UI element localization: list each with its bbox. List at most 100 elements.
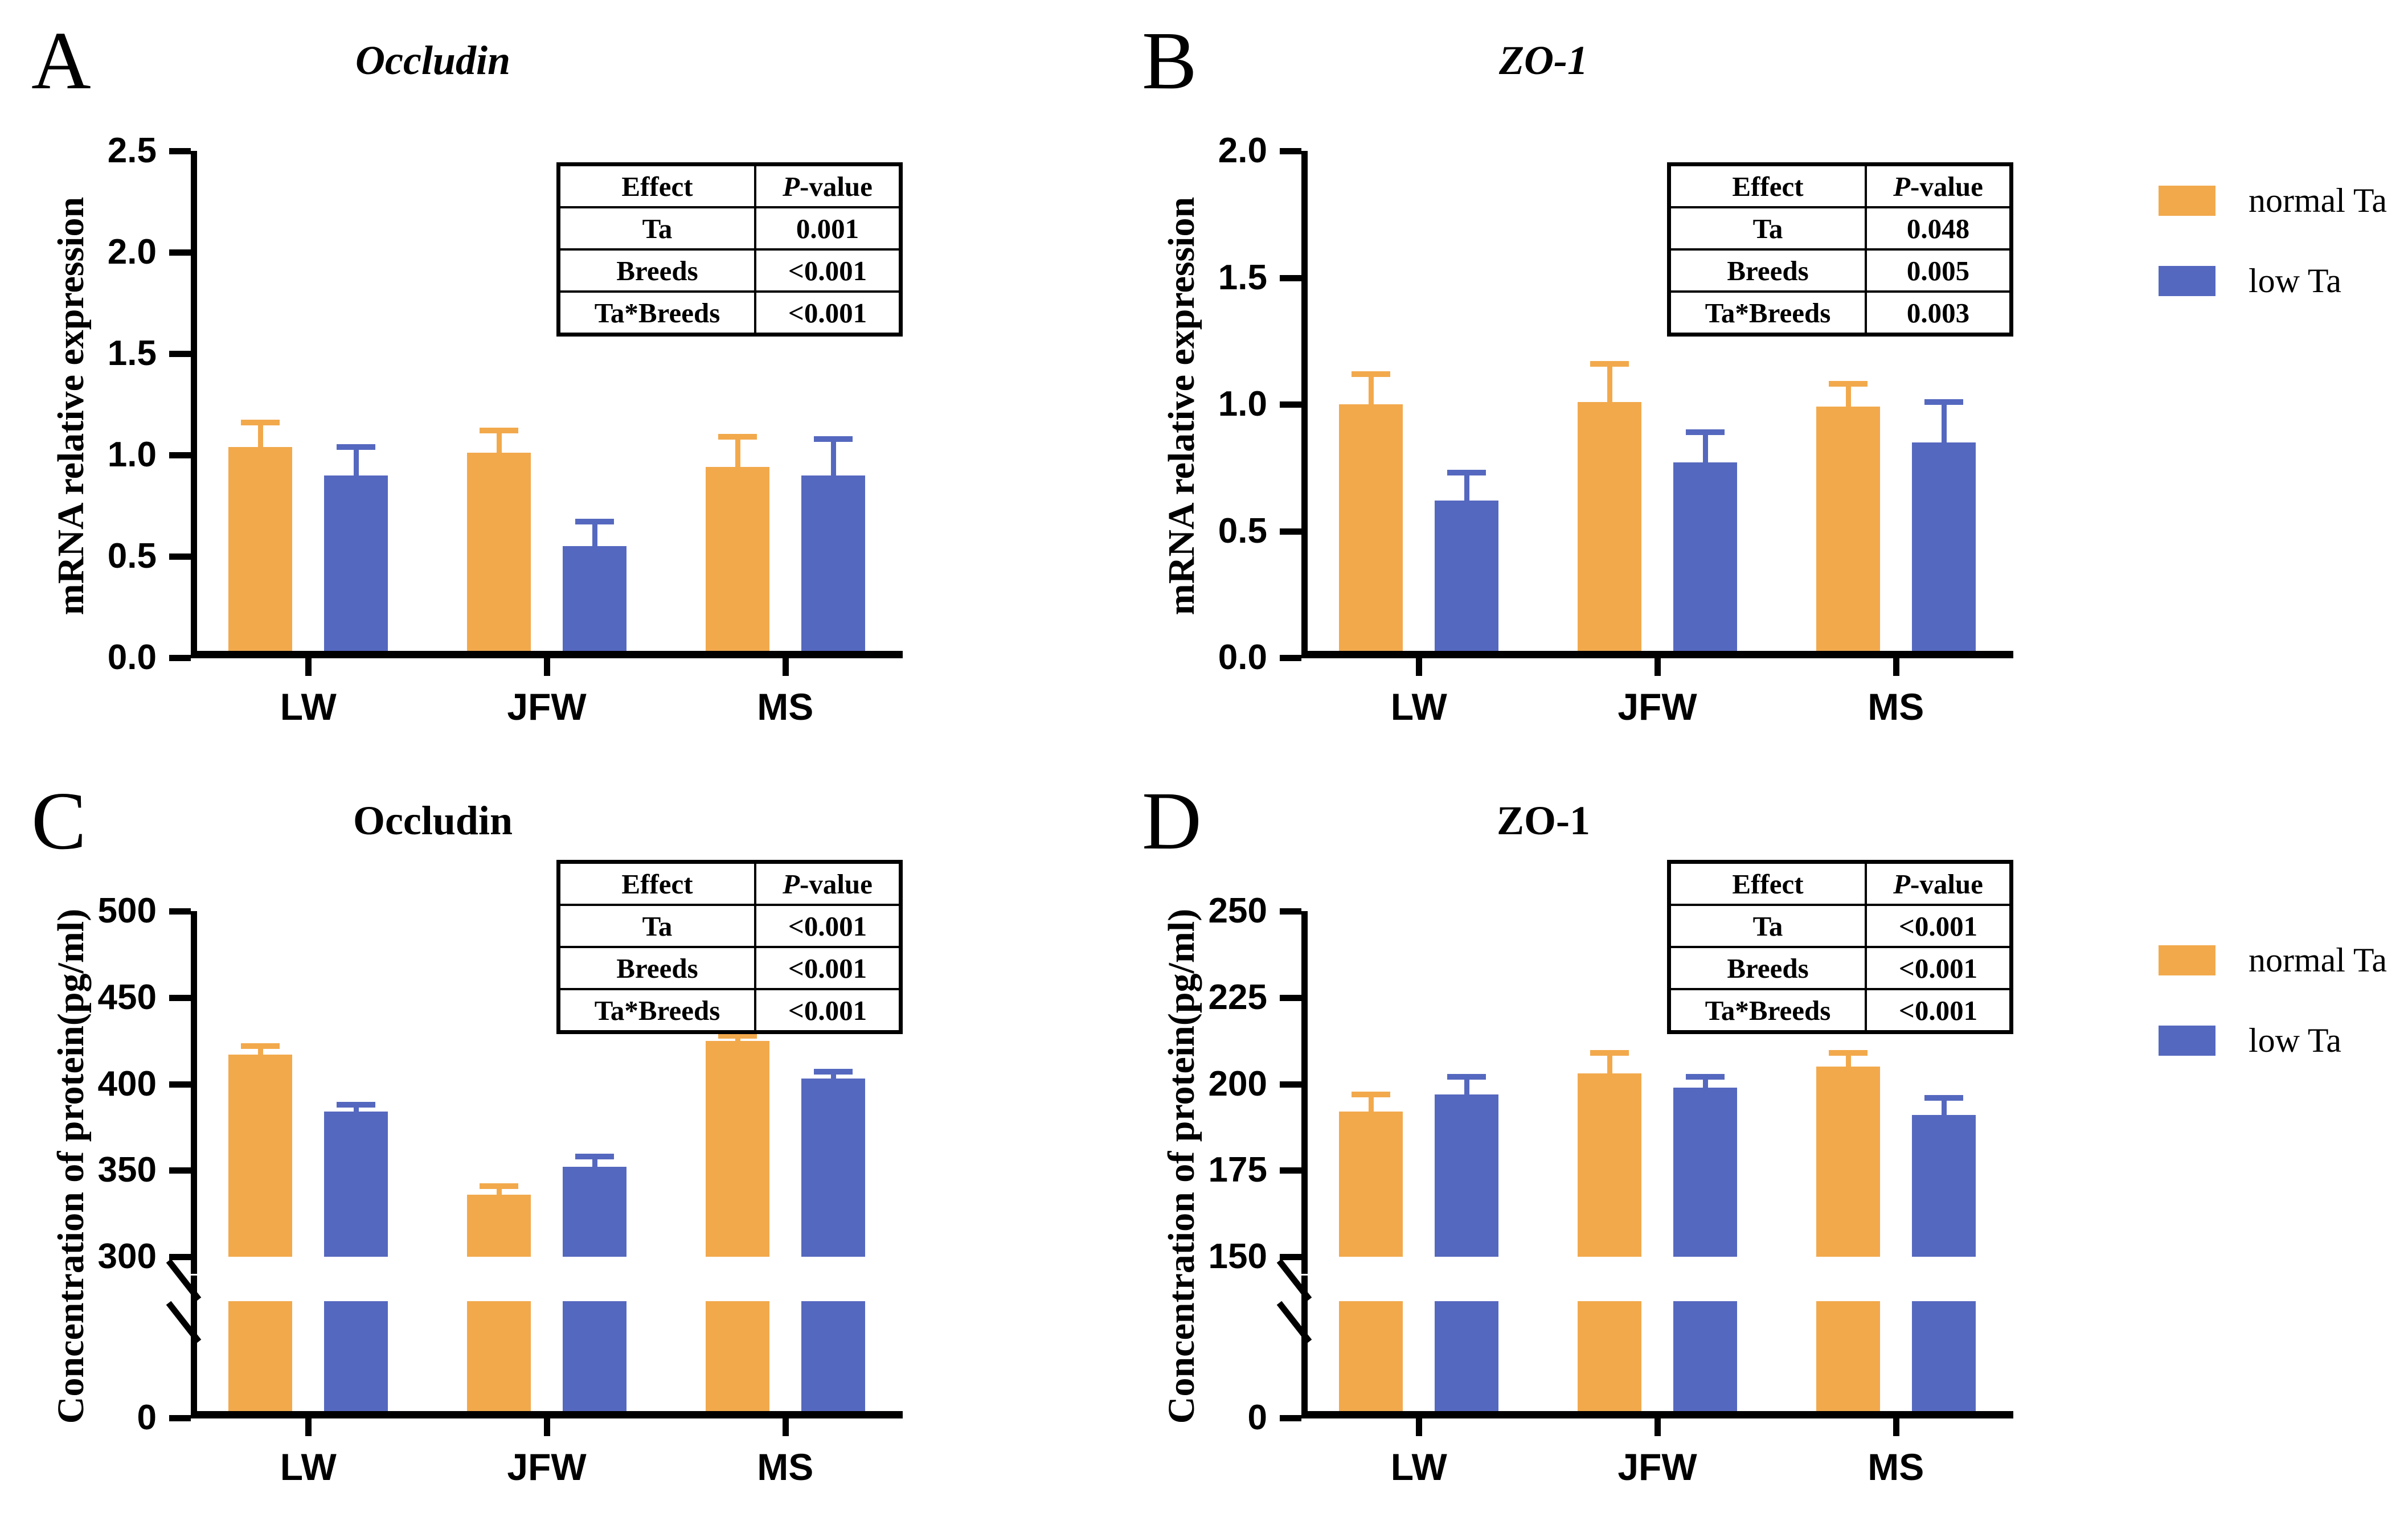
bar-normal-ta [228,1054,293,1257]
error-bar-cap [337,444,376,450]
error-bar-stem [354,446,359,477]
bar-stub-normal-ta [1339,1301,1403,1418]
y-axis [1301,151,1308,658]
panel-occludin-mrna: A Occludin mRNA relative expression 0.0 0… [31,14,988,755]
y-tick-label: 450 [97,977,157,1017]
x-axis [191,1411,903,1418]
stats-cell: Ta [1668,904,1867,948]
bar-stub-normal-ta [467,1301,531,1418]
x-tick [782,1417,789,1436]
error-bar-cap [480,1183,518,1189]
bar-normal-ta [1816,1067,1880,1257]
y-tick [169,148,191,154]
bar-normal-ta [1578,401,1641,658]
stats-header-cell: Effect [1668,860,1867,906]
bar-low-ta [1673,1087,1737,1257]
y-tick [169,908,191,915]
legend-bottom: normal Ta low Ta [2159,941,2387,1101]
stats-cell: <0.001 [1865,988,2013,1034]
y-tick [169,351,191,357]
legend-label-normal-ta: normal Ta [2249,182,2387,219]
bar-low-ta [1435,501,1499,658]
error-bar-cap [1590,1049,1629,1056]
legend-label-normal-ta: normal Ta [2249,941,2387,979]
y-tick-label: 0 [1247,1398,1267,1437]
stats-table-holder: Effect P-value Ta 0.048 Breeds 0.005 Ta*Breeds… [1667,162,2013,337]
y-tick-label: 0 [137,1398,157,1437]
y-tick [169,1081,191,1088]
bar-stub-normal-ta [705,1301,769,1418]
y-tick [169,1254,191,1260]
y-tick-label: 175 [1208,1150,1267,1190]
x-tick [305,657,312,676]
legend-swatch-normal-ta [2159,186,2215,216]
error-bar-stem [354,1104,359,1113]
bar-stub-normal-ta [228,1301,293,1418]
stats-cell: Ta [557,206,756,251]
x-tick [1655,657,1661,676]
error-bar-stem [497,1186,502,1196]
stats-cell: Ta*Breeds [557,988,756,1034]
stats-cell: Breeds [557,248,756,293]
y-tick-label: 1.0 [107,435,157,474]
stats-header-cell: P-value [1865,860,2013,906]
x-category-label: LW [280,686,337,728]
error-bar-cap [575,1153,614,1159]
error-bar-cap [1352,1091,1391,1097]
error-bar-cap [1686,1074,1725,1080]
y-tick-label: 250 [1208,891,1267,930]
panel-title-occludin-mrna: Occludin [355,38,510,83]
y-axis-lower-segment [1301,1276,1308,1418]
bar-stub-low-ta [1435,1301,1499,1418]
x-category-label: JFW [507,1446,587,1488]
error-bar-cap [575,519,614,525]
legend-label-low-ta: low Ta [2249,262,2342,300]
legend-item-low-ta: low Ta [2159,1021,2387,1060]
y-tick-label: 2.0 [1218,131,1267,170]
x-category-label: MS [1868,1446,1924,1488]
error-bar-cap [718,433,757,440]
bar-normal-ta [467,1194,531,1257]
stats-table: Effect P-value Ta <0.001 Breeds <0.001 Ta*Bree… [1667,860,2013,1034]
error-bar-stem [258,1045,264,1056]
error-bar-cap [1828,1049,1868,1056]
stats-cell: 0.003 [1865,290,2013,336]
bar-low-ta [801,1079,865,1257]
bar-normal-ta [1578,1073,1641,1257]
stats-cell: <0.001 [754,290,902,336]
legend-top: normal Ta low Ta [2159,181,2387,342]
panel-label-b: B [1142,15,1197,106]
plot-area: 0.0 0.5 1.0 1.5 2.0 2.5 LW JFW MS [108,131,903,728]
error-bar-stem [1941,1097,1947,1117]
bar-stub-low-ta [563,1301,626,1418]
x-tick [782,657,789,676]
panel-label-c: C [31,776,87,867]
y-tick [169,452,191,458]
error-bar-cap [1924,1094,1963,1101]
stats-header-cell: Effect [557,860,756,906]
x-category-label: JFW [507,686,587,728]
y-tick [1280,274,1301,281]
stats-header-cell: P-value [754,860,902,906]
x-category-label: JFW [1617,1446,1697,1488]
error-bar-cap [718,1032,757,1039]
error-bar-cap [1686,429,1725,435]
y-tick [1280,1254,1301,1260]
x-category-label: LW [280,1446,337,1488]
error-bar-cap [1924,399,1963,405]
bar-normal-ta [467,453,531,658]
error-bar-stem [1845,384,1851,408]
stats-cell: Ta*Breeds [1668,290,1867,336]
panel-zo1-protein: D ZO-1 Concentration of protein(pg/ml) 0… [1142,774,2099,1513]
x-category-label: MS [1868,686,1924,728]
bar-low-ta [1673,462,1737,658]
y-tick [1280,148,1301,154]
stats-cell: <0.001 [1865,946,2013,990]
panel-title-zo1-protein: ZO-1 [1496,798,1590,843]
stats-header-cell: Effect [557,163,756,208]
stats-cell: 0.048 [1865,206,2013,251]
panel-zo1-mrna: B ZO-1 mRNA relative expression 0.0 0.5 1.… [1142,14,2099,755]
x-category-label: MS [757,1446,814,1488]
y-tick-label: 2.0 [107,232,157,272]
error-bar-stem [1607,1052,1612,1075]
